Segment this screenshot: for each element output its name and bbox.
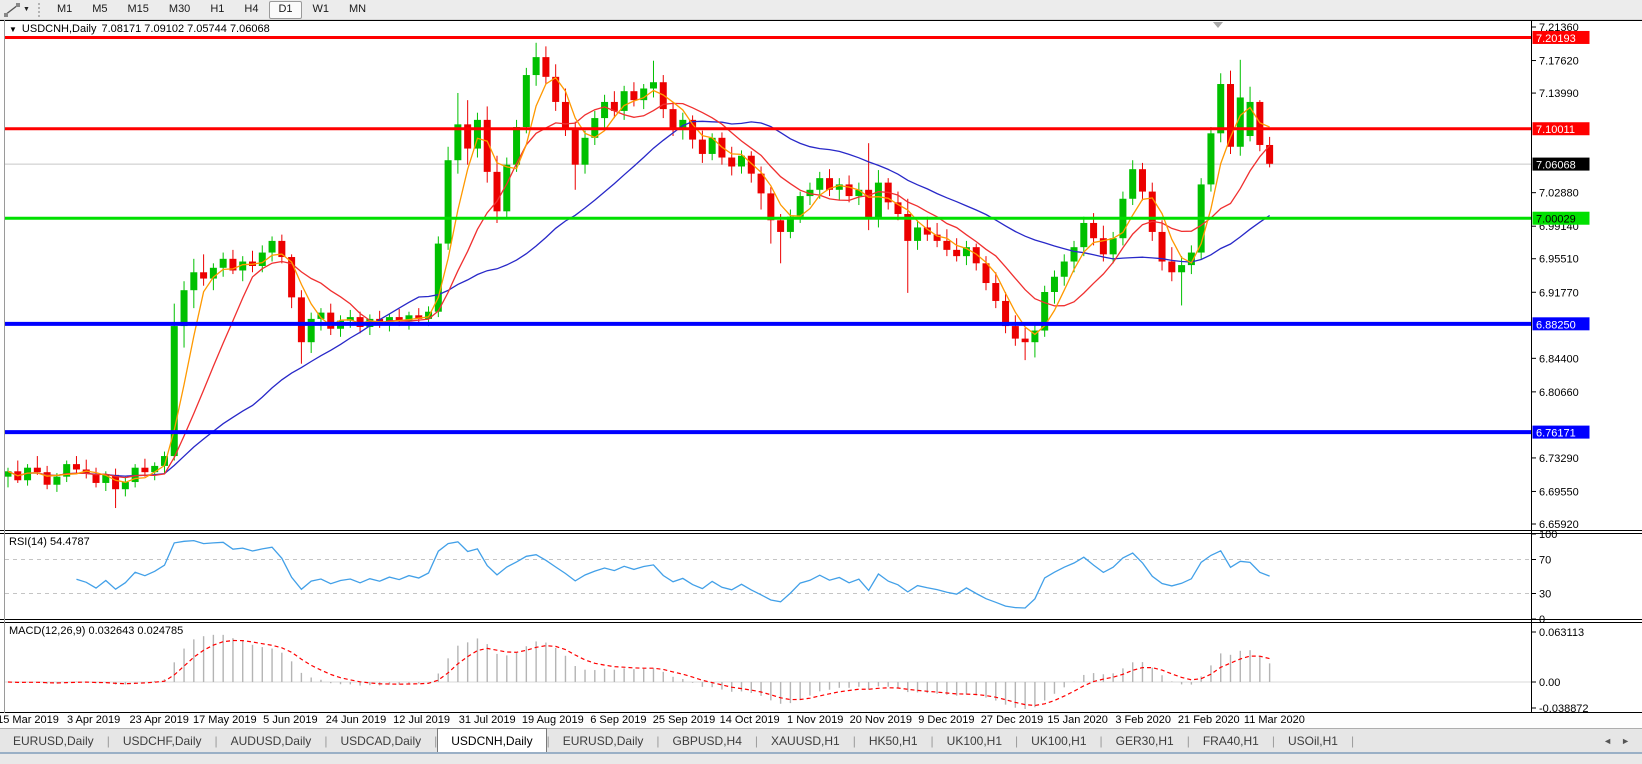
- macd-axis-label: -0.038872: [1539, 703, 1589, 713]
- price-tick-label: 6.80660: [1539, 387, 1579, 399]
- date-tick-label: 20 Nov 2019: [849, 714, 912, 726]
- rsi-axis-label: 0: [1539, 614, 1545, 626]
- tab-scroll-left-icon[interactable]: ◄: [1603, 735, 1613, 746]
- macd-indicator-label: MACD(12,26,9) 0.032643 0.024785: [9, 625, 184, 637]
- tab-separator: |: [214, 733, 218, 748]
- date-tick-label: 24 Jun 2019: [325, 714, 387, 726]
- price-line-label: 7.10011: [1536, 124, 1575, 136]
- timeframe-button-M30[interactable]: M30: [168, 2, 191, 15]
- tab-separator: |: [1015, 733, 1019, 748]
- chart-tab-GER30-H1[interactable]: GER30,H1: [1115, 733, 1174, 748]
- tab-separator: |: [1186, 733, 1190, 748]
- date-tick-label: 3 Apr 2019: [66, 714, 121, 726]
- chart-title-line: ▼ USDCNH,Daily 7.08171 7.09102 7.05744 7…: [9, 23, 270, 35]
- date-tick-label: 25 Sep 2019: [652, 714, 716, 726]
- chart-tab-HK50-H1[interactable]: HK50,H1: [868, 733, 918, 748]
- macd-axis-label: 0.063113: [1539, 627, 1584, 639]
- toolbar-grip: [37, 2, 40, 17]
- tab-separator: |: [1099, 733, 1103, 748]
- timeframe-button-M5[interactable]: M5: [92, 2, 108, 15]
- tab-separator: |: [546, 733, 550, 748]
- price-tick-label: 6.91770: [1539, 287, 1579, 299]
- price-line-label: 7.00029: [1536, 214, 1576, 226]
- date-tick-label: 3 Feb 2020: [1115, 714, 1172, 726]
- date-tick-label: 23 Apr 2019: [129, 714, 189, 726]
- chart-ohlc-values: 7.08171 7.09102 7.05744 7.06068: [101, 23, 270, 35]
- chart-tab-USDCHF-Daily[interactable]: USDCHF,Daily: [122, 733, 202, 748]
- chart-tab-EURUSD-Daily[interactable]: EURUSD,Daily: [13, 733, 94, 748]
- chart-tab-AUDUSD-Daily[interactable]: AUDUSD,Daily: [230, 733, 312, 748]
- price-chart-canvas[interactable]: 7.213607.176207.139907.028806.991406.955…: [0, 20, 1642, 713]
- timeframe-button-H1[interactable]: H1: [210, 2, 225, 15]
- tab-separator: |: [324, 733, 328, 748]
- timeframe-button-H4[interactable]: H4: [244, 2, 259, 15]
- chart-symbol-period: USDCNH,Daily: [21, 23, 97, 35]
- tab-scroll-right-icon[interactable]: ►: [1621, 735, 1630, 746]
- price-tick-label: 6.84400: [1539, 353, 1579, 365]
- price-line-label: 6.76171: [1536, 428, 1576, 440]
- date-tick-label: 15 Mar 2019: [0, 714, 59, 726]
- timeframe-button-M15[interactable]: M15: [127, 2, 149, 15]
- tool-dropdown-caret-icon[interactable]: ▼: [23, 6, 30, 13]
- chart-tab-EURUSD-Daily[interactable]: EURUSD,Daily: [562, 733, 644, 748]
- price-line-label: 7.20193: [1536, 33, 1576, 45]
- tab-separator: |: [434, 733, 438, 748]
- date-tick-label: 9 Dec 2019: [918, 714, 975, 726]
- date-tick-label: 11 Mar 2020: [1243, 714, 1305, 726]
- tab-separator: |: [656, 733, 660, 748]
- chart-tab-USOil-H1[interactable]: USOil,H1: [1287, 733, 1338, 748]
- timeframe-button-W1[interactable]: W1: [312, 2, 330, 15]
- chart-tab-GBPUSD-H4[interactable]: GBPUSD,H4: [672, 733, 742, 748]
- date-axis[interactable]: 15 Mar 2019 3 Apr 2019 23 Apr 2019 17 May 2…: [0, 713, 1642, 728]
- tab-separator: |: [852, 733, 856, 748]
- price-tick-label: 6.73290: [1539, 453, 1579, 465]
- tab-separator: |: [754, 733, 759, 748]
- status-strip: [0, 752, 1642, 764]
- tab-separator: |: [930, 733, 934, 748]
- chart-tab-XAUUSD-H1[interactable]: XAUUSD,H1: [771, 733, 840, 748]
- chart-tab-bar: EURUSD,Daily | USDCHF,Daily | AUDUSD,Daily | U…: [0, 728, 1642, 752]
- date-tick-label: 17 May 2019: [192, 714, 257, 726]
- date-tick-label: 12 Jul 2019: [393, 714, 451, 726]
- price-tick-label: 7.17620: [1539, 56, 1579, 68]
- tab-separator: |: [1350, 733, 1355, 748]
- date-tick-label: 5 Jun 2019: [263, 714, 318, 726]
- chart-shift-marker-icon: [1213, 22, 1223, 28]
- date-tick-label: 27 Dec 2019: [980, 714, 1044, 726]
- rsi-axis-label: 70: [1539, 555, 1551, 567]
- date-tick-label: 6 Sep 2019: [590, 714, 647, 726]
- tab-separator: |: [106, 733, 110, 748]
- macd-axis-label: 0.00: [1539, 677, 1560, 689]
- price-tick-label: 7.02880: [1539, 188, 1579, 200]
- chart-collapse-caret-icon[interactable]: ▼: [9, 24, 17, 34]
- chart-tab-UK100-H1[interactable]: UK100,H1: [946, 733, 1003, 748]
- price-line-label: 6.88250: [1536, 319, 1576, 331]
- rsi-indicator-label: RSI(14) 54.4787: [9, 536, 90, 548]
- price-line-label: 7.06068: [1536, 160, 1576, 172]
- timeframe-button-M1[interactable]: M1: [56, 2, 73, 15]
- price-tick-label: 6.95510: [1539, 254, 1579, 266]
- price-tick-label: 7.13990: [1539, 88, 1579, 100]
- rsi-axis-label: 30: [1539, 589, 1551, 601]
- trendline-tool-icon[interactable]: [3, 2, 21, 17]
- chart-window[interactable]: 7.21360 7.17620 7.13990 7.02880 6.99140 6.955…: [0, 20, 1642, 713]
- price-tick-label: 6.65920: [1539, 519, 1579, 531]
- chart-tab-USDCAD-Daily[interactable]: USDCAD,Daily: [340, 733, 422, 748]
- date-tick-label: 14 Oct 2019: [719, 714, 780, 726]
- price-tick-label: 6.69550: [1539, 486, 1579, 498]
- tab-separator: |: [1271, 733, 1275, 748]
- timeframe-button-MN[interactable]: MN: [349, 2, 367, 15]
- date-tick-label: 21 Feb 2020: [1177, 714, 1240, 726]
- chart-tab-USDCNH-Daily[interactable]: USDCNH,Daily: [437, 728, 547, 752]
- rsi-axis-label: 100: [1539, 529, 1557, 541]
- chart-tab-UK100-H1[interactable]: UK100,H1: [1031, 733, 1087, 748]
- timeframe-button-D1[interactable]: D1: [269, 0, 302, 19]
- date-tick-label: 19 Aug 2019: [521, 714, 584, 726]
- date-tick-label: 15 Jan 2020: [1047, 714, 1108, 726]
- timeframe-toolbar: ▼ M1 M5 M15 M30 H1 H4 D1 W1 MN: [0, 0, 1642, 20]
- date-tick-label: 31 Jul 2019: [458, 714, 516, 726]
- date-tick-label: 1 Nov 2019: [787, 714, 844, 726]
- chart-tab-FRA40-H1[interactable]: FRA40,H1: [1202, 733, 1259, 748]
